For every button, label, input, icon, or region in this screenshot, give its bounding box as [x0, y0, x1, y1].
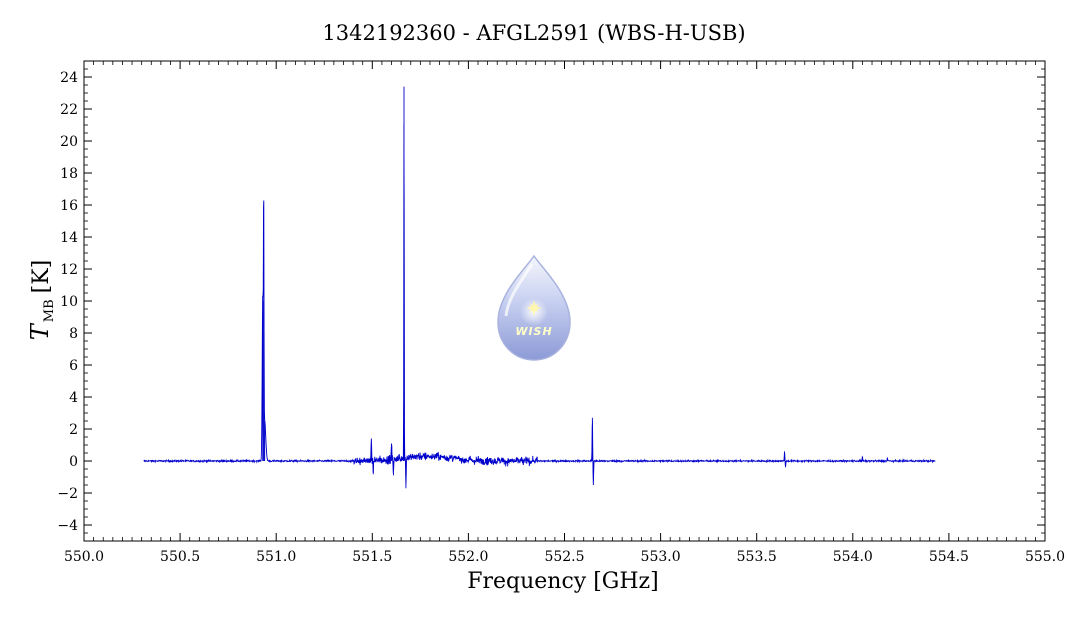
y-tick-label: 14 [60, 230, 78, 246]
y-tick-label: 6 [69, 358, 78, 374]
svg-text:TMB[K]: TMB [K] [26, 260, 57, 341]
y-tick-label: 22 [60, 102, 78, 118]
x-tick-label: 554.5 [929, 549, 969, 565]
y-axis-title: TMB [K] [26, 260, 57, 341]
y-tick-label: 20 [60, 134, 78, 150]
x-tick-label: 550.5 [160, 549, 200, 565]
y-tick-label: 8 [69, 326, 78, 342]
y-tick-label: −4 [57, 518, 78, 534]
y-tick-label: 18 [60, 166, 78, 182]
star-icon [526, 300, 542, 316]
y-tick-label: 12 [60, 262, 78, 278]
y-tick-label: 2 [69, 422, 78, 438]
y-tick-label: 24 [60, 70, 78, 86]
x-tick-label: 551.0 [256, 549, 296, 565]
chart-title: 1342192360 - AFGL2591 (WBS-H-USB) [322, 21, 745, 45]
wish-logo: WISH [497, 254, 571, 361]
y-tick-label: 10 [60, 294, 78, 310]
y-tick-label: −2 [57, 486, 78, 502]
x-axis-title: Frequency [GHz] [467, 569, 659, 594]
logo-text: WISH [515, 325, 552, 338]
x-tick-label: 552.0 [448, 549, 488, 565]
y-axis-title-sub: MB [42, 299, 57, 322]
y-tick-label: 4 [69, 390, 78, 406]
x-tick-label: 554.0 [833, 549, 873, 565]
x-tick-label: 555.0 [1025, 549, 1065, 565]
x-tick-label: 550.0 [64, 549, 104, 565]
x-axis-ticks: 550.0 550.5 551.0 551.5 552.0 552.5 553.0 553.5… [64, 61, 1065, 565]
y-tick-label: 0 [69, 454, 78, 470]
x-tick-label: 553.0 [641, 549, 681, 565]
y-tick-label: 16 [60, 198, 78, 214]
x-tick-label: 552.5 [544, 549, 584, 565]
x-tick-label: 551.5 [352, 549, 392, 565]
y-axis-title-unit: [K] [29, 260, 54, 294]
x-tick-label: 553.5 [737, 549, 777, 565]
y-axis-title-main: T [26, 322, 54, 340]
spectrum-series-line [143, 86, 936, 489]
